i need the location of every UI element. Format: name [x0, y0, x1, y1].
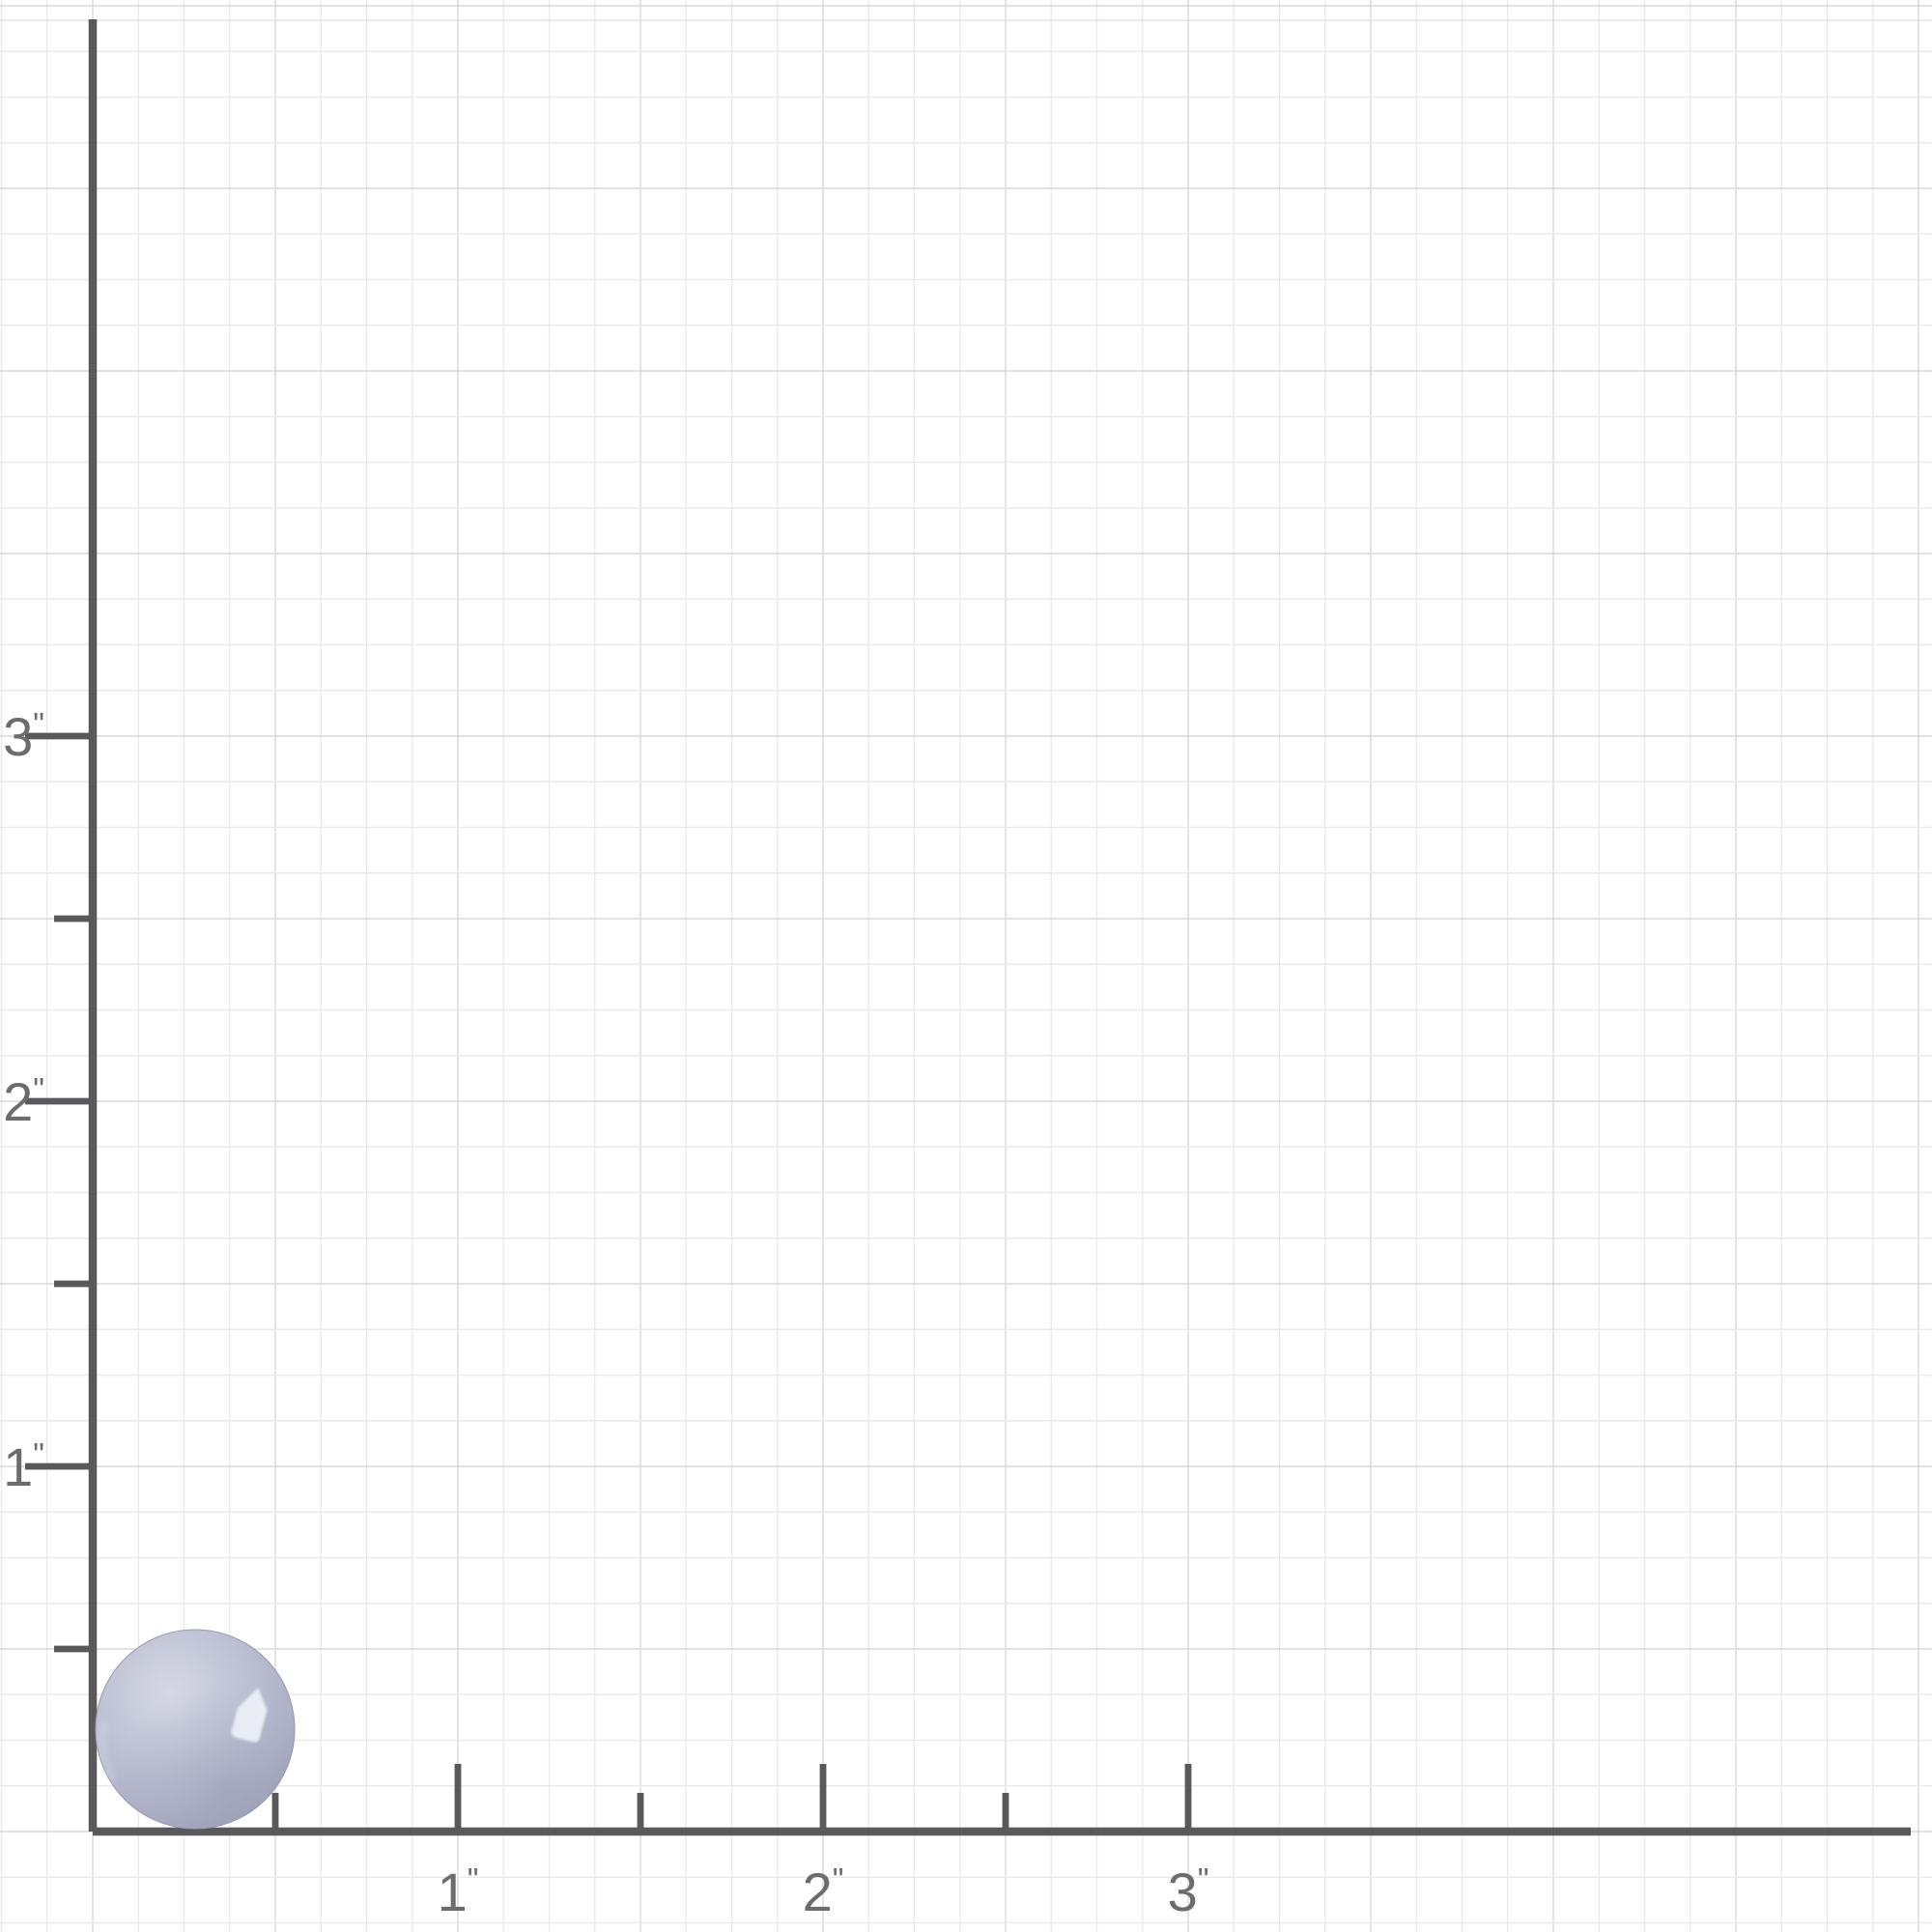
svg-text:2": 2" — [803, 1861, 844, 1922]
svg-text:2": 2" — [3, 1071, 44, 1132]
svg-text:1": 1" — [3, 1436, 44, 1497]
svg-text:1": 1" — [438, 1861, 479, 1922]
svg-text:3": 3" — [3, 706, 44, 767]
svg-text:3": 3" — [1168, 1861, 1209, 1922]
